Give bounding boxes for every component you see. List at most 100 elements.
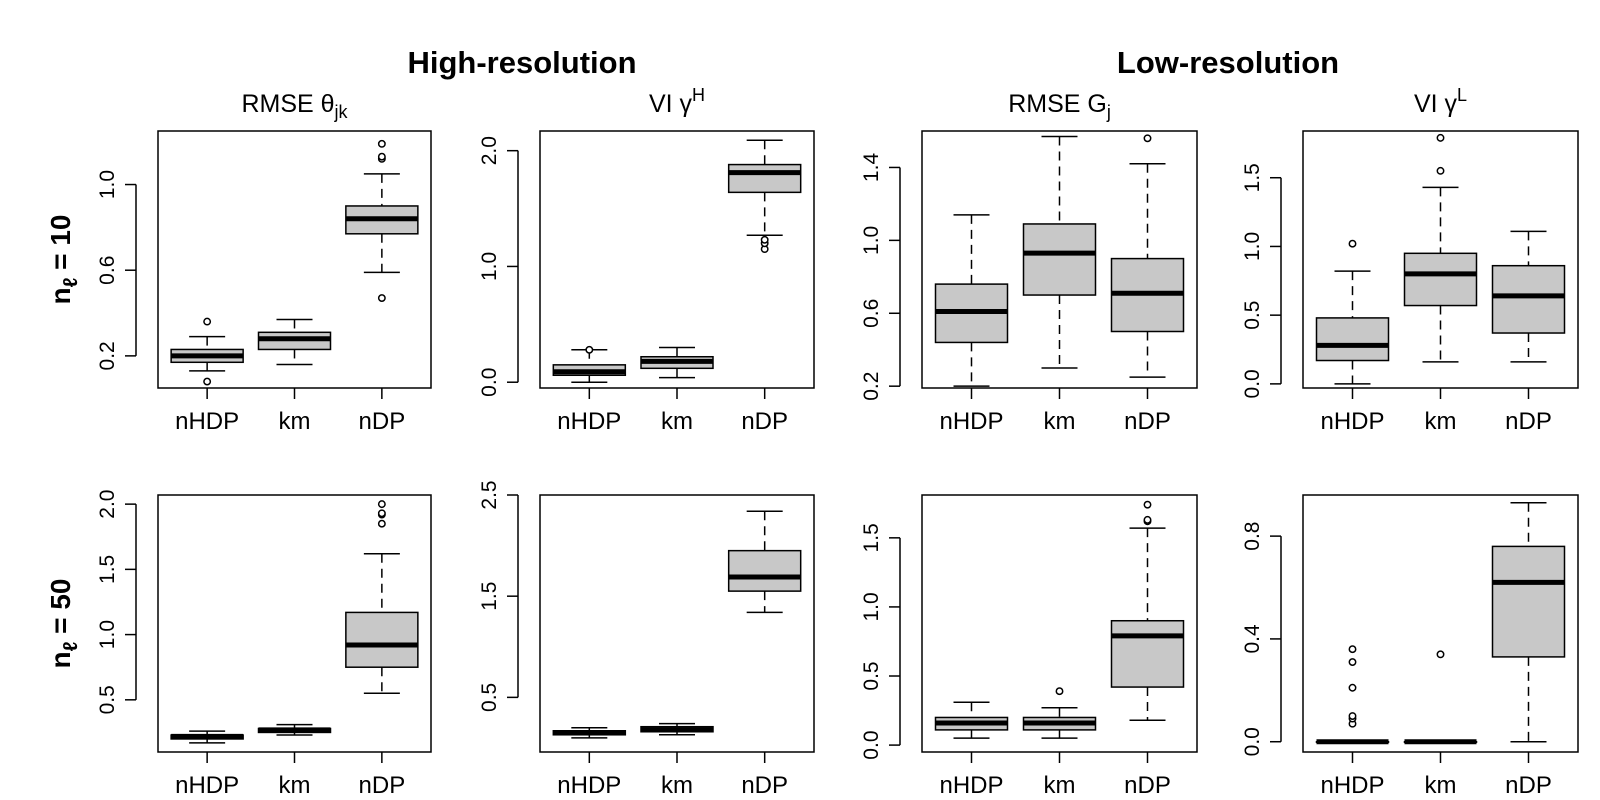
section-title-high-resolution: High-resolution — [407, 45, 636, 80]
outlier-point — [760, 235, 769, 244]
box-nHDP — [552, 345, 627, 383]
iqr-box — [1491, 264, 1566, 334]
box-nDP — [1110, 500, 1185, 721]
panel-title: RMSE Gj — [1008, 90, 1111, 122]
x-category-label: nHDP — [1320, 772, 1384, 799]
x-category-label: nDP — [359, 772, 406, 799]
x-category-label: nHDP — [939, 408, 1003, 435]
y-tick-label: 1.5 — [96, 555, 119, 584]
y-tick-label: 0.0 — [478, 368, 501, 397]
y-tick-label: 1.5 — [860, 523, 883, 552]
y-tick-label: 1.0 — [96, 170, 119, 199]
x-category-label: nHDP — [175, 772, 239, 799]
x-category-label: nDP — [741, 772, 788, 799]
y-tick-label: 0.0 — [1241, 369, 1264, 398]
iqr-box — [727, 163, 802, 194]
x-category-label: km — [1425, 772, 1457, 799]
outlier-point — [203, 377, 212, 386]
box-km — [1022, 135, 1097, 369]
outlier-point — [377, 152, 386, 161]
x-category-label: nHDP — [175, 408, 239, 435]
outlier-point — [1348, 645, 1357, 654]
panel-7: 0.0 0.4 0.8 nHDP km nDP — [1241, 494, 1579, 799]
box-km — [257, 723, 332, 736]
y-tick-label: 1.5 — [1241, 163, 1264, 192]
section-title-low-resolution: Low-resolution — [1117, 45, 1339, 80]
x-category-label: km — [1044, 408, 1076, 435]
outlier-point — [203, 317, 212, 326]
y-tick-label: 0.2 — [860, 372, 883, 401]
box-km — [640, 346, 714, 379]
y-tick-label: 0.6 — [860, 299, 883, 328]
panel-1: VI γH 0.0 1.0 2.0 nHDP km nDP — [478, 85, 815, 435]
box-nDP — [345, 500, 419, 695]
box-nDP — [727, 139, 802, 254]
x-category-label: nDP — [741, 408, 788, 435]
panel-3: VI γL 0.0 0.5 1.0 1.5 nHDP km nDP — [1241, 85, 1579, 435]
x-category-label: nDP — [1505, 408, 1552, 435]
y-tick-label: 0.5 — [96, 685, 119, 714]
x-category-label: nDP — [1124, 408, 1171, 435]
box-nDP — [1110, 134, 1185, 378]
box-nHDP — [1315, 645, 1390, 745]
panel-4: 0.5 1.0 1.5 2.0 nHDP km nDP — [96, 490, 432, 799]
y-tick-label: 0.5 — [478, 683, 501, 712]
iqr-box — [1022, 223, 1097, 296]
box-nDP — [1491, 230, 1566, 363]
outlier-point — [1143, 500, 1152, 509]
y-tick-label: 1.0 — [1241, 232, 1264, 261]
y-tick-label: 1.4 — [860, 153, 883, 183]
y-tick-label: 0.5 — [1241, 301, 1264, 330]
outlier-point — [1436, 166, 1445, 175]
panel-6: 0.0 0.5 1.0 1.5 nHDP km nDP — [860, 494, 1198, 799]
y-tick-label: 2.0 — [478, 136, 501, 165]
outlier-point — [377, 509, 386, 518]
x-category-label: nDP — [1505, 772, 1552, 799]
box-km — [1403, 133, 1478, 363]
x-category-label: km — [661, 408, 693, 435]
outlier-point — [1143, 134, 1152, 143]
iqr-box — [727, 549, 802, 592]
x-category-label: km — [279, 408, 311, 435]
box-nDP — [727, 510, 802, 614]
x-category-label: nDP — [359, 408, 406, 435]
iqr-box — [345, 611, 419, 668]
box-nHDP — [934, 214, 1009, 387]
box-nDP — [1491, 501, 1566, 743]
panel-2: RMSE Gj 0.2 0.6 1.0 1.4 nHDP km nDP — [860, 90, 1198, 435]
y-tick-label: 2.5 — [478, 480, 501, 509]
panel-title: VI γH — [649, 85, 705, 118]
y-tick-label: 1.0 — [96, 620, 119, 649]
box-nDP — [345, 139, 419, 302]
outlier-point — [1143, 515, 1152, 524]
y-tick-label: 0.5 — [860, 661, 883, 690]
outlier-point — [585, 345, 594, 354]
iqr-box — [1110, 619, 1185, 688]
box-km — [1022, 687, 1097, 739]
outlier-point — [1348, 683, 1357, 692]
y-tick-label: 0.2 — [96, 341, 119, 370]
outlier-point — [1055, 687, 1064, 696]
y-tick-label: 1.0 — [860, 226, 883, 255]
iqr-box — [1315, 317, 1390, 362]
y-tick-label: 2.0 — [96, 490, 119, 519]
outlier-point — [1348, 712, 1357, 720]
outlier-point — [377, 294, 386, 302]
panel-title: VI γL — [1414, 85, 1467, 118]
box-nHDP — [170, 730, 244, 744]
iqr-box — [1491, 545, 1566, 658]
box-nHDP — [934, 701, 1009, 739]
outlier-point — [1436, 133, 1445, 142]
y-tick-label: 0.4 — [1241, 624, 1264, 654]
y-tick-label: 0.6 — [96, 256, 119, 285]
outlier-point — [377, 500, 386, 509]
outlier-point — [377, 519, 386, 528]
box-km — [257, 318, 332, 366]
y-tick-label: 0.0 — [860, 730, 883, 759]
box-nHDP — [552, 726, 627, 739]
panel-title: RMSE θjk — [241, 90, 348, 122]
y-tick-label: 1.5 — [478, 582, 501, 611]
x-category-label: nHDP — [557, 772, 621, 799]
outlier-point — [1348, 658, 1357, 666]
